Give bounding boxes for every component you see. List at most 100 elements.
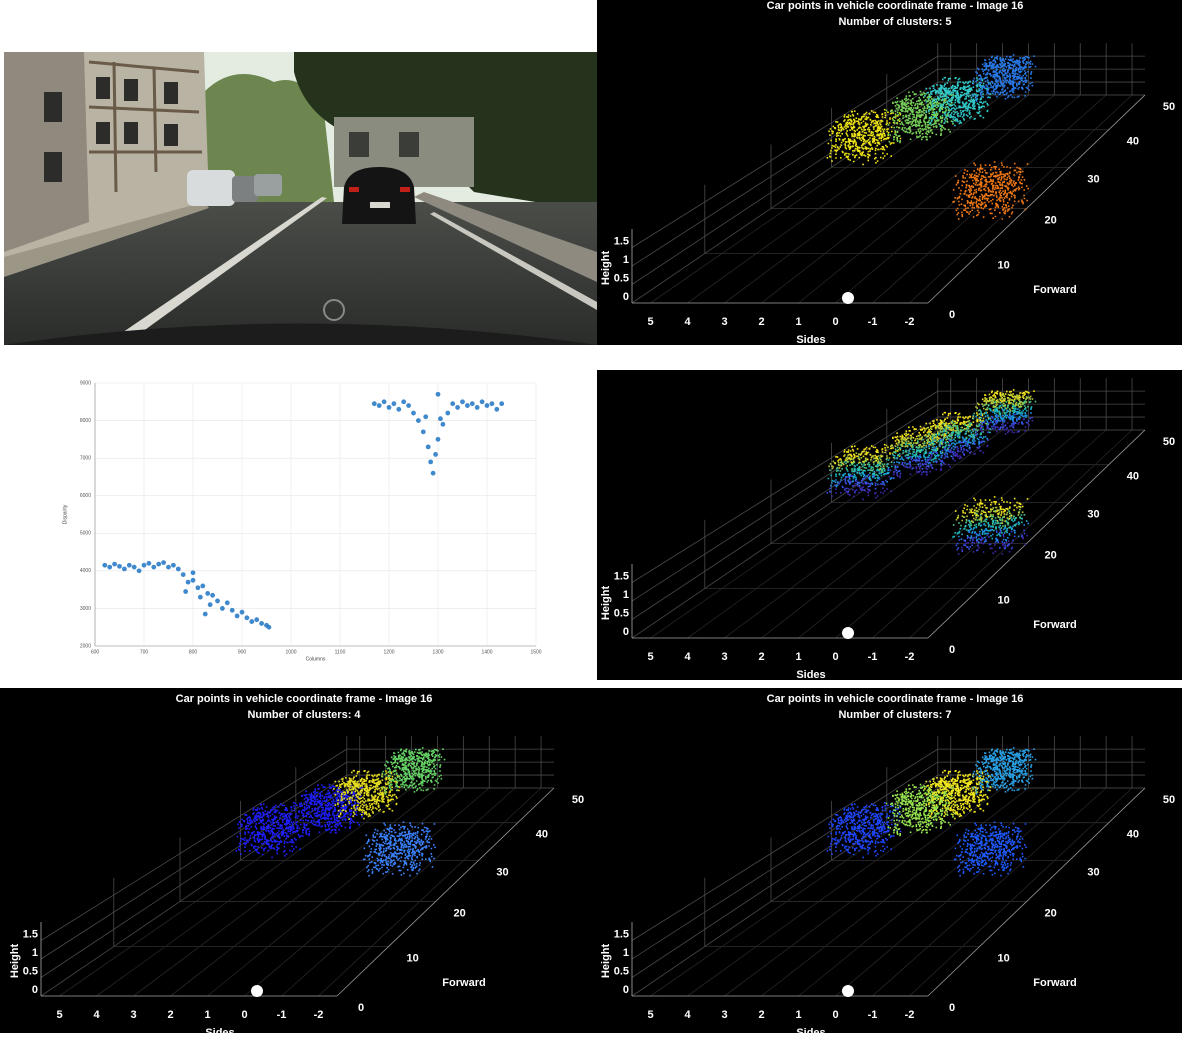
point [156, 562, 161, 567]
sides-tick-label: 5 [647, 651, 653, 663]
point [438, 416, 443, 421]
point [176, 567, 181, 572]
forward-tick-label: 40 [1127, 829, 1139, 841]
point [421, 429, 426, 434]
x-tick-label: 1400 [481, 649, 492, 655]
point [112, 562, 117, 567]
point [494, 407, 499, 412]
sides-tick-label: 0 [832, 1009, 838, 1021]
sides-tick-label: 4 [684, 651, 691, 663]
y-axis-label: Forward [442, 977, 485, 989]
height-tick-label: 0 [623, 984, 629, 996]
point [377, 403, 382, 408]
point [428, 460, 433, 465]
y-axis-label: Forward [1033, 284, 1076, 296]
sides-tick-label: 2 [758, 651, 764, 663]
chart-title: Car points in vehicle coordinate frame -… [176, 693, 433, 705]
cloud-panel: 01020304050543210-1-200.511.5SidesForwar… [587, 325, 1182, 685]
forward-tick-label: 20 [1045, 907, 1057, 919]
x-tick-label: 1200 [383, 649, 394, 655]
height-tick-label: 1 [623, 254, 629, 266]
cloud-panel: 01020304050543210-1-200.511.5Car points … [587, 683, 1182, 1033]
point [460, 399, 465, 404]
y-tick-label: 5000 [80, 531, 91, 537]
height-tick-label: 1.5 [614, 570, 629, 582]
point [259, 621, 264, 626]
point [436, 437, 441, 442]
forward-tick-label: 0 [949, 1002, 955, 1014]
point [198, 595, 203, 600]
point [387, 405, 392, 410]
sides-tick-label: 0 [241, 1009, 247, 1021]
y-tick-label: 9000 [80, 380, 91, 386]
chart-subtitle: Number of clusters: 7 [838, 709, 951, 721]
sides-tick-label: 1 [795, 651, 801, 663]
height-tick-label: 0.5 [614, 607, 629, 619]
chart-subtitle: Number of clusters: 5 [838, 16, 951, 28]
point [441, 422, 446, 427]
y-tick-label: 3000 [80, 606, 91, 612]
point [401, 399, 406, 404]
point [392, 401, 397, 406]
scatter-panel: 6007008009001000110012001300140015002000… [40, 350, 560, 685]
height-tick-label: 1 [623, 589, 629, 601]
sides-tick-label: 3 [721, 316, 727, 328]
height-tick-label: 0.5 [614, 965, 629, 977]
point [411, 411, 416, 416]
point [186, 580, 191, 585]
point [225, 600, 230, 605]
forward-tick-label: 0 [949, 644, 955, 656]
car-ahead [342, 167, 416, 224]
point [205, 591, 210, 596]
point [480, 399, 485, 404]
sides-tick-label: -2 [905, 1009, 915, 1021]
chart-title: Car points in vehicle coordinate frame -… [767, 0, 1024, 12]
forward-tick-label: 30 [1087, 173, 1099, 185]
cloud-panel: 01020304050543210-1-200.511.5Car points … [0, 683, 606, 1033]
point [151, 565, 156, 570]
cloud-panel: 01020304050543210-1-200.511.5Car points … [587, 0, 1182, 350]
x-tick-label: 1000 [285, 649, 296, 655]
sides-tick-label: 2 [758, 1009, 764, 1021]
page: {"chart_data": [ {"type": "scatter", "xl… [0, 0, 1182, 1033]
forward-tick-label: 10 [998, 952, 1010, 964]
point [137, 568, 142, 573]
forward-tick-label: 30 [1087, 866, 1099, 878]
height-tick-label: 0.5 [614, 272, 629, 284]
forward-tick-label: 50 [1163, 101, 1175, 113]
ego-vehicle [842, 985, 854, 997]
z-axis-label: Height [600, 586, 612, 621]
height-tick-label: 1 [623, 947, 629, 959]
height-tick-label: 1.5 [23, 928, 38, 940]
sides-tick-label: 1 [795, 1009, 801, 1021]
height-tick-label: 1 [32, 947, 38, 959]
panel-background [587, 325, 1182, 685]
point [107, 565, 112, 570]
forward-tick-label: 10 [998, 259, 1010, 271]
point [455, 405, 460, 410]
z-axis-label: Height [600, 944, 612, 979]
y-axis-label: Disparity [62, 504, 68, 524]
point [382, 399, 387, 404]
z-axis-label: Height [600, 251, 612, 286]
sides-tick-label: 3 [721, 651, 727, 663]
sides-tick-label: 1 [795, 316, 801, 328]
point [203, 612, 208, 617]
window [399, 132, 419, 157]
point [433, 452, 438, 457]
point [445, 411, 450, 416]
tail-light [400, 187, 410, 192]
forward-tick-label: 10 [407, 952, 419, 964]
point [485, 403, 490, 408]
panel-background [0, 683, 606, 1033]
point [161, 560, 166, 565]
sides-tick-label: 5 [56, 1009, 62, 1021]
point [210, 593, 215, 598]
forward-tick-label: 30 [1087, 508, 1099, 520]
point [132, 565, 137, 570]
tail-light [349, 187, 359, 192]
window [349, 132, 369, 157]
point [220, 606, 225, 611]
x-tick-label: 800 [189, 649, 198, 655]
street-photo [4, 52, 597, 345]
